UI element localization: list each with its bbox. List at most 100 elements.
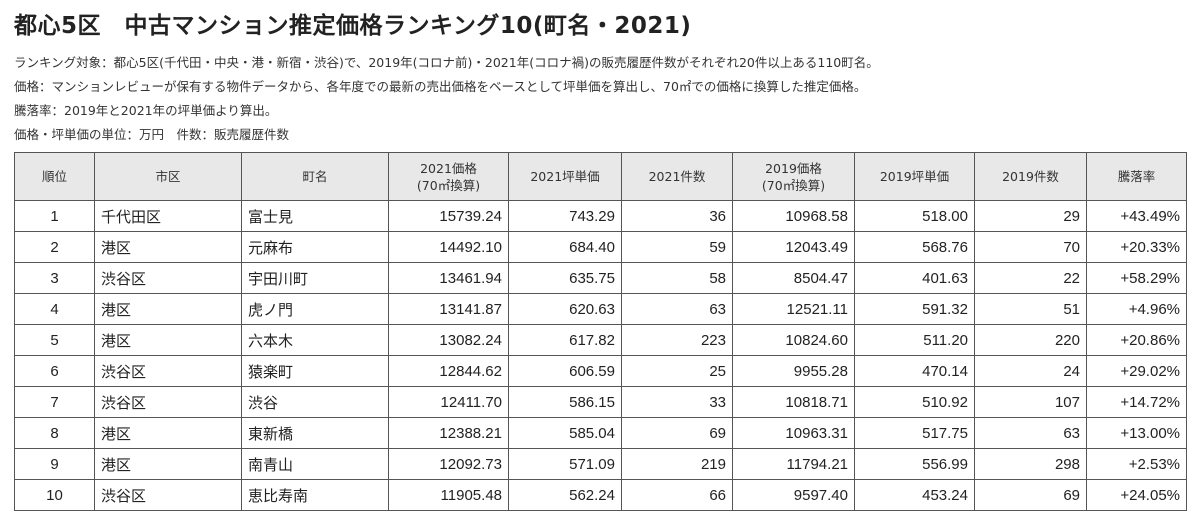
cell-price-2019: 9597.40 (732, 479, 855, 511)
cell-tsubo-price-2019: 511.20 (854, 324, 975, 356)
cell-rank: 9 (14, 448, 95, 480)
cell-town: 南青山 (241, 448, 389, 480)
cell-ward: 渋谷区 (94, 479, 242, 511)
column-header-sublabel: (70㎡換算) (416, 177, 481, 193)
cell-ward: 渋谷区 (94, 386, 242, 418)
cell-price-2021: 13461.94 (388, 262, 509, 294)
cell-count-2021: 219 (621, 448, 733, 480)
cell-rank: 5 (14, 324, 95, 356)
cell-count-2019: 51 (974, 293, 1087, 325)
column-header-count-2021: 2021件数 (621, 152, 733, 201)
cell-tsubo-price-2021: 743.29 (508, 200, 622, 232)
cell-count-2021: 58 (621, 262, 733, 294)
column-header-label: 2019価格 (765, 160, 822, 176)
cell-price-2019: 12043.49 (732, 231, 855, 263)
cell-tsubo-price-2021: 617.82 (508, 324, 622, 356)
cell-town: 富士見 (241, 200, 389, 232)
cell-town: 虎ノ門 (241, 293, 389, 325)
cell-rank: 4 (14, 293, 95, 325)
cell-change-rate: +13.00% (1086, 417, 1187, 449)
cell-tsubo-price-2021: 585.04 (508, 417, 622, 449)
cell-count-2021: 223 (621, 324, 733, 356)
cell-ward: 港区 (94, 417, 242, 449)
cell-count-2019: 24 (974, 355, 1087, 387)
cell-tsubo-price-2019: 518.00 (854, 200, 975, 232)
table-row: 4 港区 虎ノ門 13141.87 620.63 63 12521.11 591.32 51 +4… (14, 293, 1187, 325)
cell-count-2019: 70 (974, 231, 1087, 263)
column-header-change-rate: 騰落率 (1086, 152, 1187, 201)
cell-tsubo-price-2019: 510.92 (854, 386, 975, 418)
cell-town: 渋谷 (241, 386, 389, 418)
cell-tsubo-price-2021: 586.15 (508, 386, 622, 418)
cell-tsubo-price-2019: 470.14 (854, 355, 975, 387)
cell-change-rate: +4.96% (1086, 293, 1187, 325)
cell-rank: 10 (14, 479, 95, 511)
cell-count-2019: 69 (974, 479, 1087, 511)
column-header-tsubo-price-2021: 2021坪単価 (508, 152, 622, 201)
cell-price-2019: 9955.28 (732, 355, 855, 387)
cell-town: 猿楽町 (241, 355, 389, 387)
cell-count-2021: 66 (621, 479, 733, 511)
cell-price-2021: 11905.48 (388, 479, 509, 511)
column-header-price-2019: 2019価格 (70㎡換算) (732, 152, 855, 201)
column-header-label: 2019坪単価 (879, 169, 950, 184)
note-units: 価格・坪単価の単位：万円 件数：販売履歴件数 (14, 127, 290, 142)
column-header-label: 2021坪単価 (530, 169, 600, 184)
cell-tsubo-price-2019: 556.99 (854, 448, 975, 480)
cell-price-2019: 12521.11 (732, 293, 855, 325)
column-header-label: 市区 (155, 169, 181, 184)
cell-tsubo-price-2019: 401.63 (854, 262, 975, 294)
column-header-label: 町名 (302, 169, 328, 184)
cell-price-2021: 12411.70 (388, 386, 509, 418)
cell-town: 恵比寿南 (241, 479, 389, 511)
table-row: 7 渋谷区 渋谷 12411.70 586.15 33 10818.71 510.92 107 +… (14, 386, 1187, 418)
cell-count-2019: 298 (974, 448, 1087, 480)
cell-change-rate: +2.53% (1086, 448, 1187, 480)
table-row: 6 渋谷区 猿楽町 12844.62 606.59 25 9955.28 470.14 24 +2… (14, 355, 1187, 387)
cell-price-2019: 11794.21 (732, 448, 855, 480)
cell-ward: 港区 (94, 231, 242, 263)
cell-price-2021: 13141.87 (388, 293, 509, 325)
column-header-price-2021: 2021価格 (70㎡換算) (388, 152, 509, 201)
cell-town: 宇田川町 (241, 262, 389, 294)
cell-tsubo-price-2019: 568.76 (854, 231, 975, 263)
column-header-town: 町名 (241, 152, 389, 201)
note-change-rate: 騰落率：2019年と2021年の坪単価より算出。 (14, 103, 278, 118)
cell-ward: 港区 (94, 293, 242, 325)
table-row: 8 港区 東新橋 12388.21 585.04 69 10963.31 517.75 63 +1… (14, 417, 1187, 449)
cell-town: 元麻布 (241, 231, 389, 263)
cell-price-2021: 14492.10 (388, 231, 509, 263)
cell-count-2021: 25 (621, 355, 733, 387)
cell-ward: 港区 (94, 448, 242, 480)
note-ranking-target: ランキング対象：都心5区(千代田・中央・港・新宿・渋谷)で、2019年(コロナ前… (14, 55, 879, 70)
cell-count-2021: 33 (621, 386, 733, 418)
column-header-label: 2021件数 (648, 169, 706, 184)
cell-rank: 7 (14, 386, 95, 418)
cell-price-2021: 12092.73 (388, 448, 509, 480)
cell-count-2019: 220 (974, 324, 1087, 356)
column-header-tsubo-price-2019: 2019坪単価 (854, 152, 975, 201)
cell-tsubo-price-2021: 571.09 (508, 448, 622, 480)
cell-ward: 渋谷区 (94, 262, 242, 294)
table-header-row: 順位 市区 町名 2021価格 (70㎡換算) 2021坪単価 2021件数 2019価格 (7… (14, 152, 1187, 201)
cell-tsubo-price-2021: 562.24 (508, 479, 622, 511)
column-header-label: 騰落率 (1117, 169, 1156, 184)
cell-tsubo-price-2019: 453.24 (854, 479, 975, 511)
cell-rank: 2 (14, 231, 95, 263)
cell-count-2019: 107 (974, 386, 1087, 418)
cell-price-2019: 10968.58 (732, 200, 855, 232)
column-header-sublabel: (70㎡換算) (761, 177, 826, 193)
cell-tsubo-price-2021: 606.59 (508, 355, 622, 387)
table-row: 3 渋谷区 宇田川町 13461.94 635.75 58 8504.47 401.63 22 +… (14, 262, 1187, 294)
column-header-label: 2019件数 (1002, 169, 1059, 184)
cell-price-2021: 15739.24 (388, 200, 509, 232)
column-header-ward: 市区 (94, 152, 242, 201)
column-header-label: 順位 (41, 169, 67, 184)
cell-rank: 3 (14, 262, 95, 294)
cell-price-2019: 10818.71 (732, 386, 855, 418)
cell-price-2021: 12388.21 (388, 417, 509, 449)
cell-change-rate: +43.49% (1086, 200, 1187, 232)
table-row: 10 渋谷区 恵比寿南 11905.48 562.24 66 9597.40 453.24 69… (14, 479, 1187, 511)
cell-count-2021: 63 (621, 293, 733, 325)
cell-count-2021: 69 (621, 417, 733, 449)
